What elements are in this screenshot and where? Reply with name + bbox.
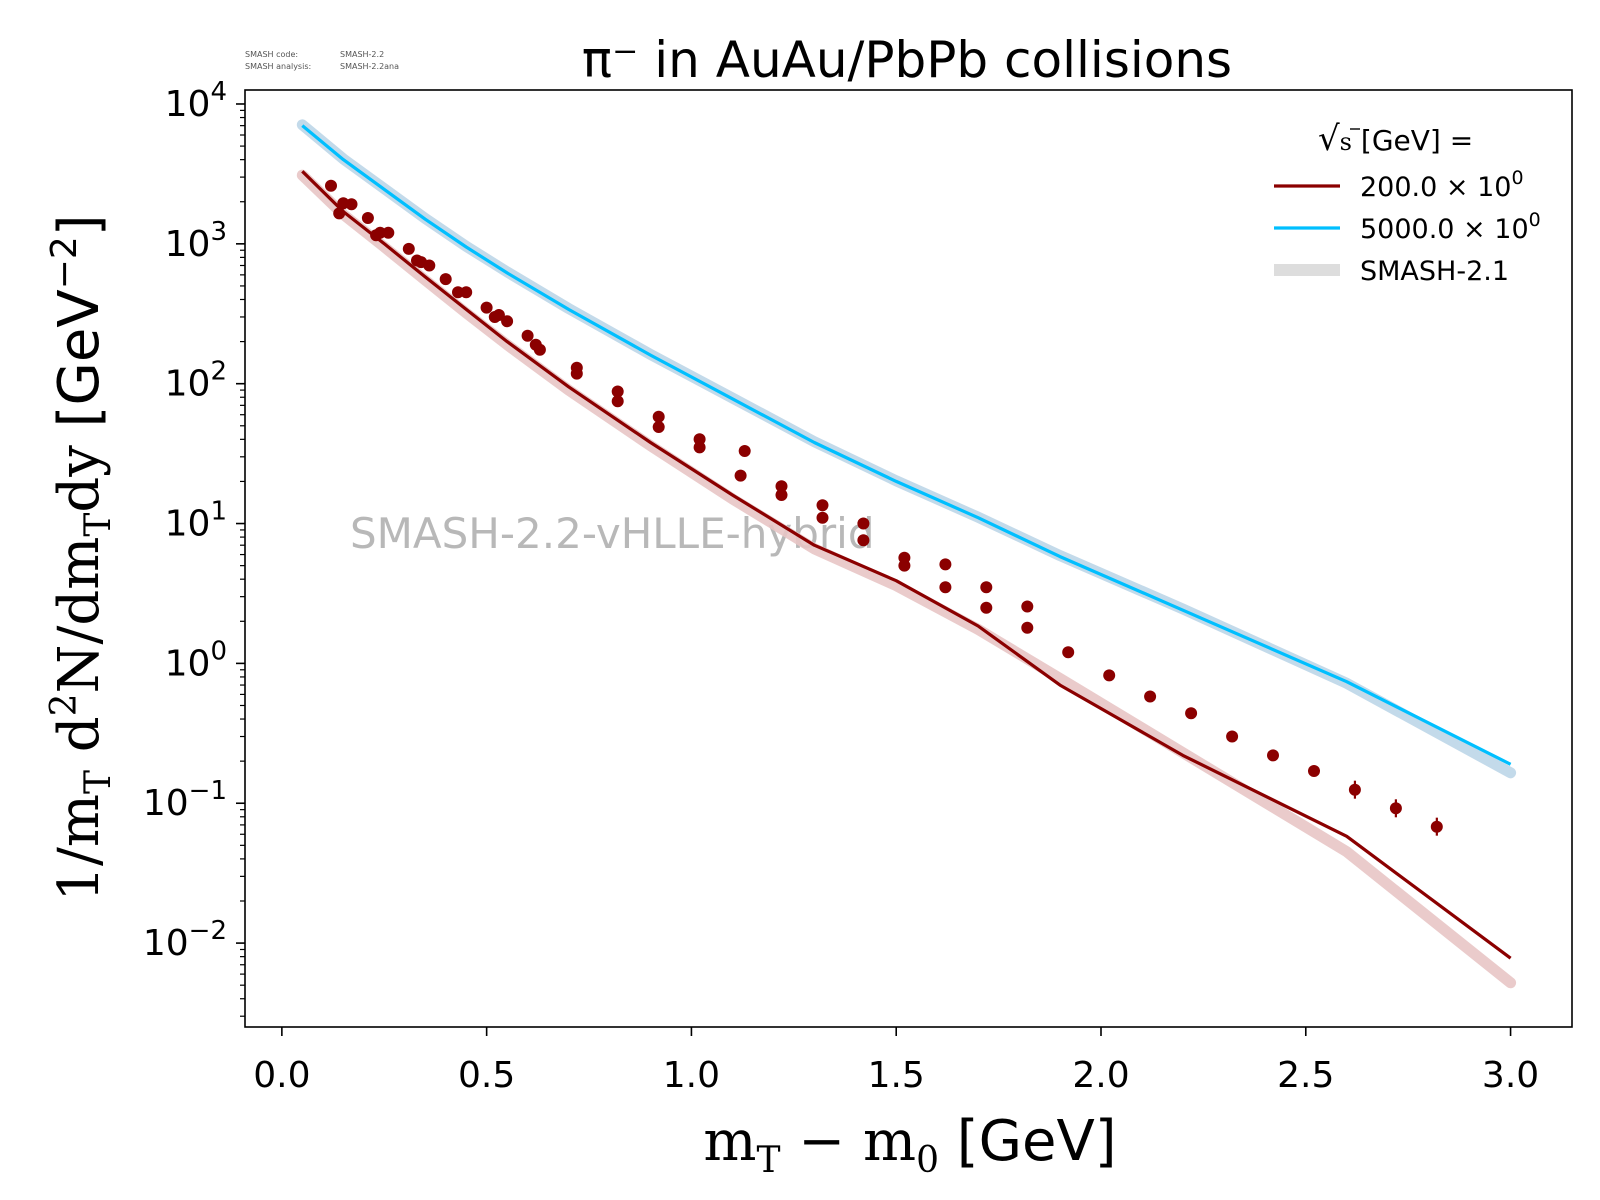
x-tick-label: 3.0 xyxy=(1482,1055,1539,1096)
legend-label-0: 200.0 × 100 xyxy=(1360,167,1524,203)
data-point xyxy=(1308,765,1320,777)
y-tick-label: 103 xyxy=(165,217,227,265)
data-point xyxy=(460,286,473,299)
data-point xyxy=(857,517,870,530)
x-tick-label: 1.5 xyxy=(868,1055,925,1096)
data-point xyxy=(857,534,870,547)
y-tick-label: 10−2 xyxy=(143,916,227,964)
data-point xyxy=(345,198,358,211)
data-point xyxy=(1267,749,1279,762)
data-point xyxy=(1226,730,1239,743)
data-point xyxy=(1021,600,1034,613)
y-tick-label: 10−1 xyxy=(143,776,227,824)
data-point xyxy=(521,329,534,342)
data-point xyxy=(652,421,665,433)
reference-band-0 xyxy=(296,169,1517,989)
y-tick-label: 100 xyxy=(165,636,227,684)
data-point xyxy=(939,581,952,594)
series-line-0 xyxy=(301,170,1512,960)
data-point xyxy=(501,315,514,328)
x-tick-label: 2.0 xyxy=(1072,1055,1129,1096)
legend-title: √s [GeV] = xyxy=(1318,119,1473,159)
data-point xyxy=(1103,669,1116,682)
plot-frame xyxy=(244,89,1573,1028)
data-point xyxy=(570,367,583,380)
x-tick-label: 1.0 xyxy=(663,1055,720,1096)
y-tick-label: 101 xyxy=(165,497,227,545)
y-axis-label: 1/mT d2N/dmTdy [GeV−2] xyxy=(44,214,119,901)
legend: √s [GeV] = 200.0 × 100 5000.0 × 100 SMASH-… xyxy=(1274,119,1541,287)
legend-label-1: 5000.0 × 100 xyxy=(1360,209,1541,245)
y-tick-label: 102 xyxy=(165,357,227,405)
data-point xyxy=(980,601,993,614)
data-point xyxy=(480,301,493,314)
data-point xyxy=(439,273,452,286)
data-point xyxy=(1185,707,1198,720)
meta-analysis-value: SMASH-2.2ana xyxy=(340,62,399,71)
data-point xyxy=(1062,646,1075,659)
x-tick-label: 0.0 xyxy=(253,1055,310,1096)
data-point xyxy=(361,212,374,224)
data-point xyxy=(382,226,395,239)
y-axis-ticks: 104 103 102 101 100 10−1 10−2 xyxy=(143,77,245,1017)
meta-code-label: SMASH code: xyxy=(245,50,298,59)
data-point xyxy=(333,207,346,220)
y-tick-label: 104 xyxy=(165,77,227,125)
data-point xyxy=(738,445,751,457)
data-point xyxy=(1144,690,1157,703)
data-point xyxy=(652,410,665,423)
sqrt-symbol: √ xyxy=(1318,119,1340,159)
legend-label-2: SMASH-2.1 xyxy=(1360,256,1509,287)
legend-title-s: s xyxy=(1340,128,1352,156)
data-point xyxy=(492,309,505,321)
data-point xyxy=(611,385,624,398)
data-point xyxy=(775,489,788,501)
data-point xyxy=(611,395,624,408)
data-point xyxy=(402,242,415,255)
data-point xyxy=(533,343,546,356)
data-point xyxy=(1021,621,1034,634)
data-point xyxy=(775,480,788,493)
series-lines xyxy=(301,124,1512,960)
data-point xyxy=(939,558,952,571)
data-points xyxy=(325,179,1443,836)
data-point xyxy=(816,499,829,512)
series-line-1 xyxy=(301,124,1512,766)
data-point xyxy=(1348,783,1361,796)
x-tick-label: 2.5 xyxy=(1277,1055,1334,1096)
data-point xyxy=(816,511,829,524)
meta-code-value: SMASH-2.2 xyxy=(340,50,384,59)
data-point xyxy=(898,559,911,572)
x-axis-ticks: 0.0 0.5 1.0 1.5 2.0 2.5 3.0 xyxy=(253,1027,1539,1096)
data-point xyxy=(693,441,706,454)
x-tick-label: 0.5 xyxy=(458,1055,515,1096)
data-point xyxy=(423,259,436,272)
data-point xyxy=(1430,820,1443,833)
data-point xyxy=(980,581,993,594)
x-axis-label: mT − m0 [GeV] xyxy=(703,1109,1116,1181)
data-point xyxy=(325,179,337,192)
data-point xyxy=(452,286,464,299)
data-point xyxy=(1389,802,1402,815)
meta-analysis-label: SMASH analysis: xyxy=(245,62,311,71)
data-point xyxy=(734,469,747,482)
chart-title: π⁻ in AuAu/PbPb collisions xyxy=(582,31,1232,89)
